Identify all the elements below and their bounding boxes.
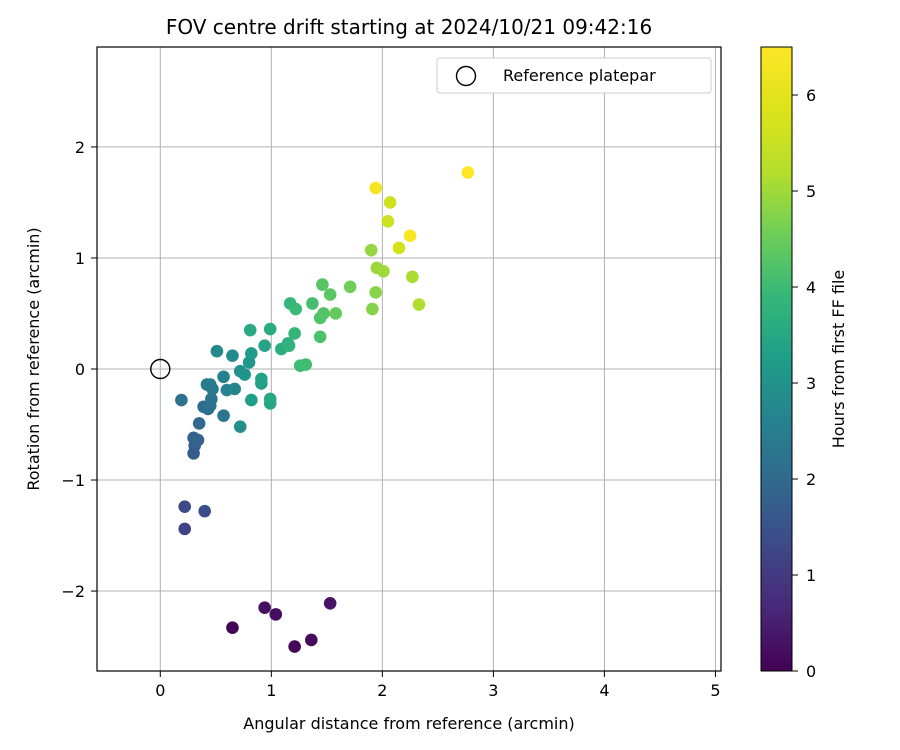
grid-lines xyxy=(97,47,721,671)
x-tick-label: 5 xyxy=(710,681,720,700)
chart-title: FOV centre drift starting at 2024/10/21 … xyxy=(166,15,652,39)
x-tick-label: 3 xyxy=(488,681,498,700)
data-point xyxy=(364,243,378,257)
legend-marker-icon xyxy=(455,65,477,87)
y-tick-label: 1 xyxy=(75,249,85,268)
colorbar-tick-label: 4 xyxy=(806,278,816,297)
colorbar-ticks: 0 1 2 3 4 5 6 xyxy=(792,86,816,681)
data-point xyxy=(198,504,212,518)
data-point xyxy=(317,307,330,320)
data-point xyxy=(191,433,205,447)
data-point xyxy=(269,608,283,621)
data-point xyxy=(343,280,357,294)
data-point xyxy=(228,382,241,396)
colorbar-label: Hours from first FF file xyxy=(829,270,848,449)
data-point xyxy=(233,420,247,434)
data-point xyxy=(299,358,313,371)
colorbar: 0 1 2 3 4 5 6 Hours from first FF file xyxy=(760,46,848,681)
data-point xyxy=(217,370,230,384)
data-point xyxy=(412,298,426,311)
x-axis-label: Angular distance from reference (arcmin) xyxy=(243,714,574,733)
data-point xyxy=(288,640,301,653)
data-point xyxy=(369,286,382,299)
data-point xyxy=(178,500,192,513)
data-point xyxy=(392,241,406,255)
data-point xyxy=(366,302,379,316)
data-point xyxy=(461,166,475,179)
data-points xyxy=(175,166,475,653)
data-point xyxy=(178,522,192,536)
x-axis: 0 1 2 3 4 5 xyxy=(155,671,721,700)
colorbar-tick-label: 1 xyxy=(806,566,816,585)
data-point xyxy=(226,621,239,634)
legend: Reference platepar xyxy=(436,57,712,94)
data-point xyxy=(258,601,271,615)
data-point xyxy=(304,633,318,647)
y-tick-label: 2 xyxy=(75,138,85,157)
data-point xyxy=(226,349,239,362)
y-tick-label: 0 xyxy=(75,360,85,379)
data-point xyxy=(243,323,257,337)
data-point xyxy=(329,307,343,320)
x-tick-label: 2 xyxy=(377,681,387,700)
data-point xyxy=(403,229,417,243)
data-point xyxy=(406,270,419,284)
data-point xyxy=(377,264,390,278)
data-point xyxy=(323,596,337,610)
colorbar-tick-label: 2 xyxy=(806,470,816,489)
y-tick-label: −1 xyxy=(61,471,85,490)
data-point xyxy=(369,181,382,195)
legend-label: Reference platepar xyxy=(503,66,656,85)
data-point xyxy=(210,344,224,358)
data-point xyxy=(323,288,337,301)
data-point xyxy=(245,347,258,360)
legend-box xyxy=(436,57,712,94)
data-point xyxy=(217,409,230,422)
x-tick-label: 4 xyxy=(599,681,609,700)
data-point xyxy=(282,339,296,352)
data-point xyxy=(381,215,395,228)
data-point xyxy=(258,339,271,352)
data-point xyxy=(192,417,206,430)
x-tick-label: 0 xyxy=(155,681,165,700)
data-point xyxy=(288,327,301,340)
colorbar-gradient xyxy=(760,46,793,672)
reference-platepar-marker xyxy=(150,358,171,380)
data-point xyxy=(306,297,319,310)
data-point xyxy=(203,378,217,391)
plot-frame xyxy=(96,46,722,672)
data-point xyxy=(263,322,277,336)
data-point xyxy=(383,196,397,209)
colorbar-tick-label: 3 xyxy=(806,374,816,393)
colorbar-tick-label: 6 xyxy=(806,86,816,105)
x-tick-label: 1 xyxy=(266,681,276,700)
data-point xyxy=(263,392,277,406)
data-point xyxy=(238,368,251,381)
data-point xyxy=(316,278,329,291)
y-axis: −2 −1 0 1 2 xyxy=(61,138,97,601)
data-point xyxy=(313,330,327,344)
data-point xyxy=(245,393,258,407)
y-axis-label: Rotation from reference (arcmin) xyxy=(24,227,43,490)
y-tick-label: −2 xyxy=(61,582,85,601)
colorbar-tick-label: 5 xyxy=(806,182,816,201)
colorbar-tick-label: 0 xyxy=(806,662,816,681)
data-point xyxy=(255,372,268,386)
data-point xyxy=(205,392,218,406)
data-point xyxy=(175,393,188,407)
data-point xyxy=(289,302,303,316)
